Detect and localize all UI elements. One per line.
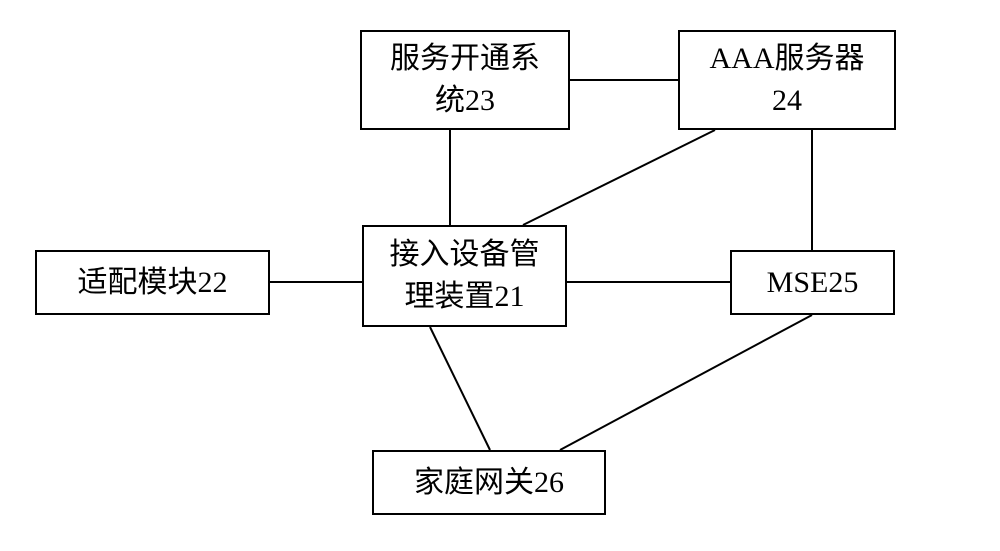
node-label: 家庭网关26 [414,462,564,504]
node-home-gateway: 家庭网关26 [372,450,606,515]
node-label-line2: 24 [772,84,802,117]
node-label: MSE25 [767,262,859,304]
node-mse: MSE25 [730,250,895,315]
node-label: 适配模块22 [78,262,228,304]
node-label-line2: 理装置21 [405,280,525,313]
edge-line [430,327,490,450]
node-aaa-server: AAA服务器 24 [678,30,896,130]
edge-line [523,130,715,225]
node-label-line2: 统23 [435,84,495,117]
node-label-line1: 服务开通系 [390,42,540,75]
edge-line [560,315,812,450]
node-adapter-module: 适配模块22 [35,250,270,315]
node-service-provisioning: 服务开通系 统23 [360,30,570,130]
node-label-line1: AAA服务器 [710,42,865,75]
node-access-device-mgmt: 接入设备管 理装置21 [362,225,567,327]
node-label-line1: 接入设备管 [390,238,540,271]
